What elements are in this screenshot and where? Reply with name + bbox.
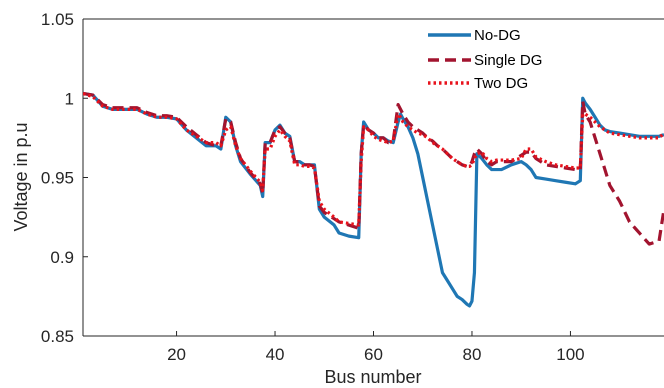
y-axis-label: Voltage in p.u bbox=[11, 122, 31, 231]
y-tick-label: 1.05 bbox=[41, 10, 74, 29]
x-axis-label: Bus number bbox=[324, 367, 421, 387]
y-tick-label: 0.95 bbox=[41, 169, 74, 188]
legend: No-DG Single DG Two DG bbox=[428, 27, 542, 92]
legend-label-no-dg: No-DG bbox=[474, 27, 521, 44]
series-line-no-dg bbox=[83, 91, 664, 308]
plot-axes bbox=[82, 18, 664, 337]
x-tick-label: 60 bbox=[364, 345, 383, 364]
y-tick-label: 0.85 bbox=[41, 327, 74, 346]
legend-label-two-dg: Two DG bbox=[474, 75, 528, 92]
y-ticks: 0.85 0.9 0.95 1 1.05 bbox=[41, 10, 88, 346]
series-line-single-dg bbox=[83, 91, 664, 246]
series-layer bbox=[83, 91, 664, 308]
x-tick-label: 40 bbox=[266, 345, 285, 364]
x-ticks: 20 40 60 80 100 bbox=[167, 331, 585, 364]
y-tick-label: 1 bbox=[65, 89, 74, 108]
x-tick-label: 20 bbox=[167, 345, 186, 364]
x-tick-label: 100 bbox=[556, 345, 584, 364]
legend-label-single-dg: Single DG bbox=[474, 52, 542, 69]
x-tick-label: 80 bbox=[463, 345, 482, 364]
series-line-two-dg bbox=[83, 91, 664, 227]
y-tick-label: 0.9 bbox=[50, 248, 74, 267]
